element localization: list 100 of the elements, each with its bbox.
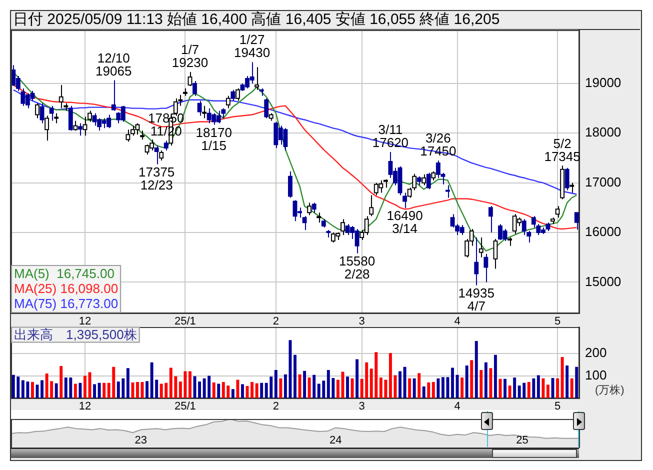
text: MA(25) 16,098.00 [14,281,118,296]
y-tick-label: 19000 [585,75,622,90]
bar [350,378,354,398]
bar [303,370,306,398]
bar [451,368,454,398]
bar [98,382,101,398]
bar [418,373,421,398]
y-tick-label: 16000 [585,224,622,240]
bar [312,374,316,398]
x-tick-label: 12 [78,316,92,328]
bar [508,386,512,398]
bar [460,378,464,398]
x-tick-label: 24 [329,434,342,447]
x-tick-label: 2 [272,316,279,328]
bar [513,378,516,398]
bar [40,380,44,398]
x-tick-label: 2 [272,400,279,413]
bar [198,382,202,398]
chart-title: 日付 2025/05/09 11:13 始値 16,400 高値 16,405 安値 16,055 終値 16,205 [11,11,640,30]
bar [427,382,430,398]
annotation: 18170 1/15 [196,124,232,153]
bar [546,384,550,398]
bar [412,378,416,398]
bar [408,378,412,398]
bar [298,374,302,398]
x-tick-label: 5 [554,316,561,328]
bar [575,366,578,398]
annotation: 16490 3/14 [386,208,423,236]
bar [398,371,402,398]
x-tick-label: 12 [78,400,92,413]
x-tick-label: 25/1 [174,400,196,413]
y-axis-title: (万株) [595,384,624,397]
bar [260,382,264,398]
bar [84,376,86,398]
bar [236,380,240,398]
bar [78,382,82,398]
bar [403,366,406,398]
bar [356,359,359,398]
text: MA(5) 16,745.00 [14,266,114,282]
chart-title: 出来高 1,395,500株 [14,326,137,342]
annotation: 14935 4/7 [458,286,494,314]
bar [212,382,216,398]
bar [31,382,34,398]
bar [527,382,530,398]
bar [480,370,483,398]
bar [74,384,77,398]
y-tick-label: 18000 [585,124,622,140]
bar [126,368,130,398]
annotation: 1/27 19430 [234,32,270,60]
text: MA(75) 16,773.00 [14,296,118,312]
bar [441,377,444,398]
bar [456,374,459,398]
bar [570,378,574,398]
bar [474,341,478,398]
x-tick-label: 3 [358,400,365,413]
bar [566,366,569,398]
bar [336,380,340,398]
bar [60,366,63,398]
bar [436,378,440,398]
bar [465,366,468,398]
bar [102,382,106,398]
annotation: 12/10 19065 [96,50,132,78]
y-tick-label: 15000 [585,274,622,289]
x-tick-label: 4 [454,400,460,413]
bar [504,378,506,398]
bar [556,378,559,398]
bar [54,383,58,398]
bar [494,354,497,398]
annotation: 1/7 19230 [172,42,208,70]
bar [146,381,149,398]
annotation: 15580 2/28 [338,253,376,282]
bar [532,378,536,398]
bar [536,375,540,398]
bar [346,376,349,398]
bar [432,382,435,398]
bar [136,382,139,398]
bar [542,378,545,398]
bar [388,353,392,398]
bar [308,378,311,398]
x-tick-label: 23 [134,434,147,447]
bar [422,386,426,398]
bar [250,382,254,398]
bar [188,371,192,398]
bar [489,368,492,398]
y-tick-label: 17000 [585,174,622,190]
bar [231,389,234,398]
bar [93,384,96,398]
x-tick-label: 4 [454,316,460,328]
bar [470,360,474,398]
bar [279,378,282,398]
bar [294,354,296,398]
y-tick-label: 100 [585,367,607,382]
bar [560,357,564,398]
x-tick-label: 5 [554,400,561,413]
bar [274,370,278,398]
x-tick-label: 3 [358,316,365,328]
bar [131,382,134,398]
x-tick-label: 25 [516,434,528,447]
y-tick-label: 200 [585,345,607,360]
bar [241,384,244,398]
